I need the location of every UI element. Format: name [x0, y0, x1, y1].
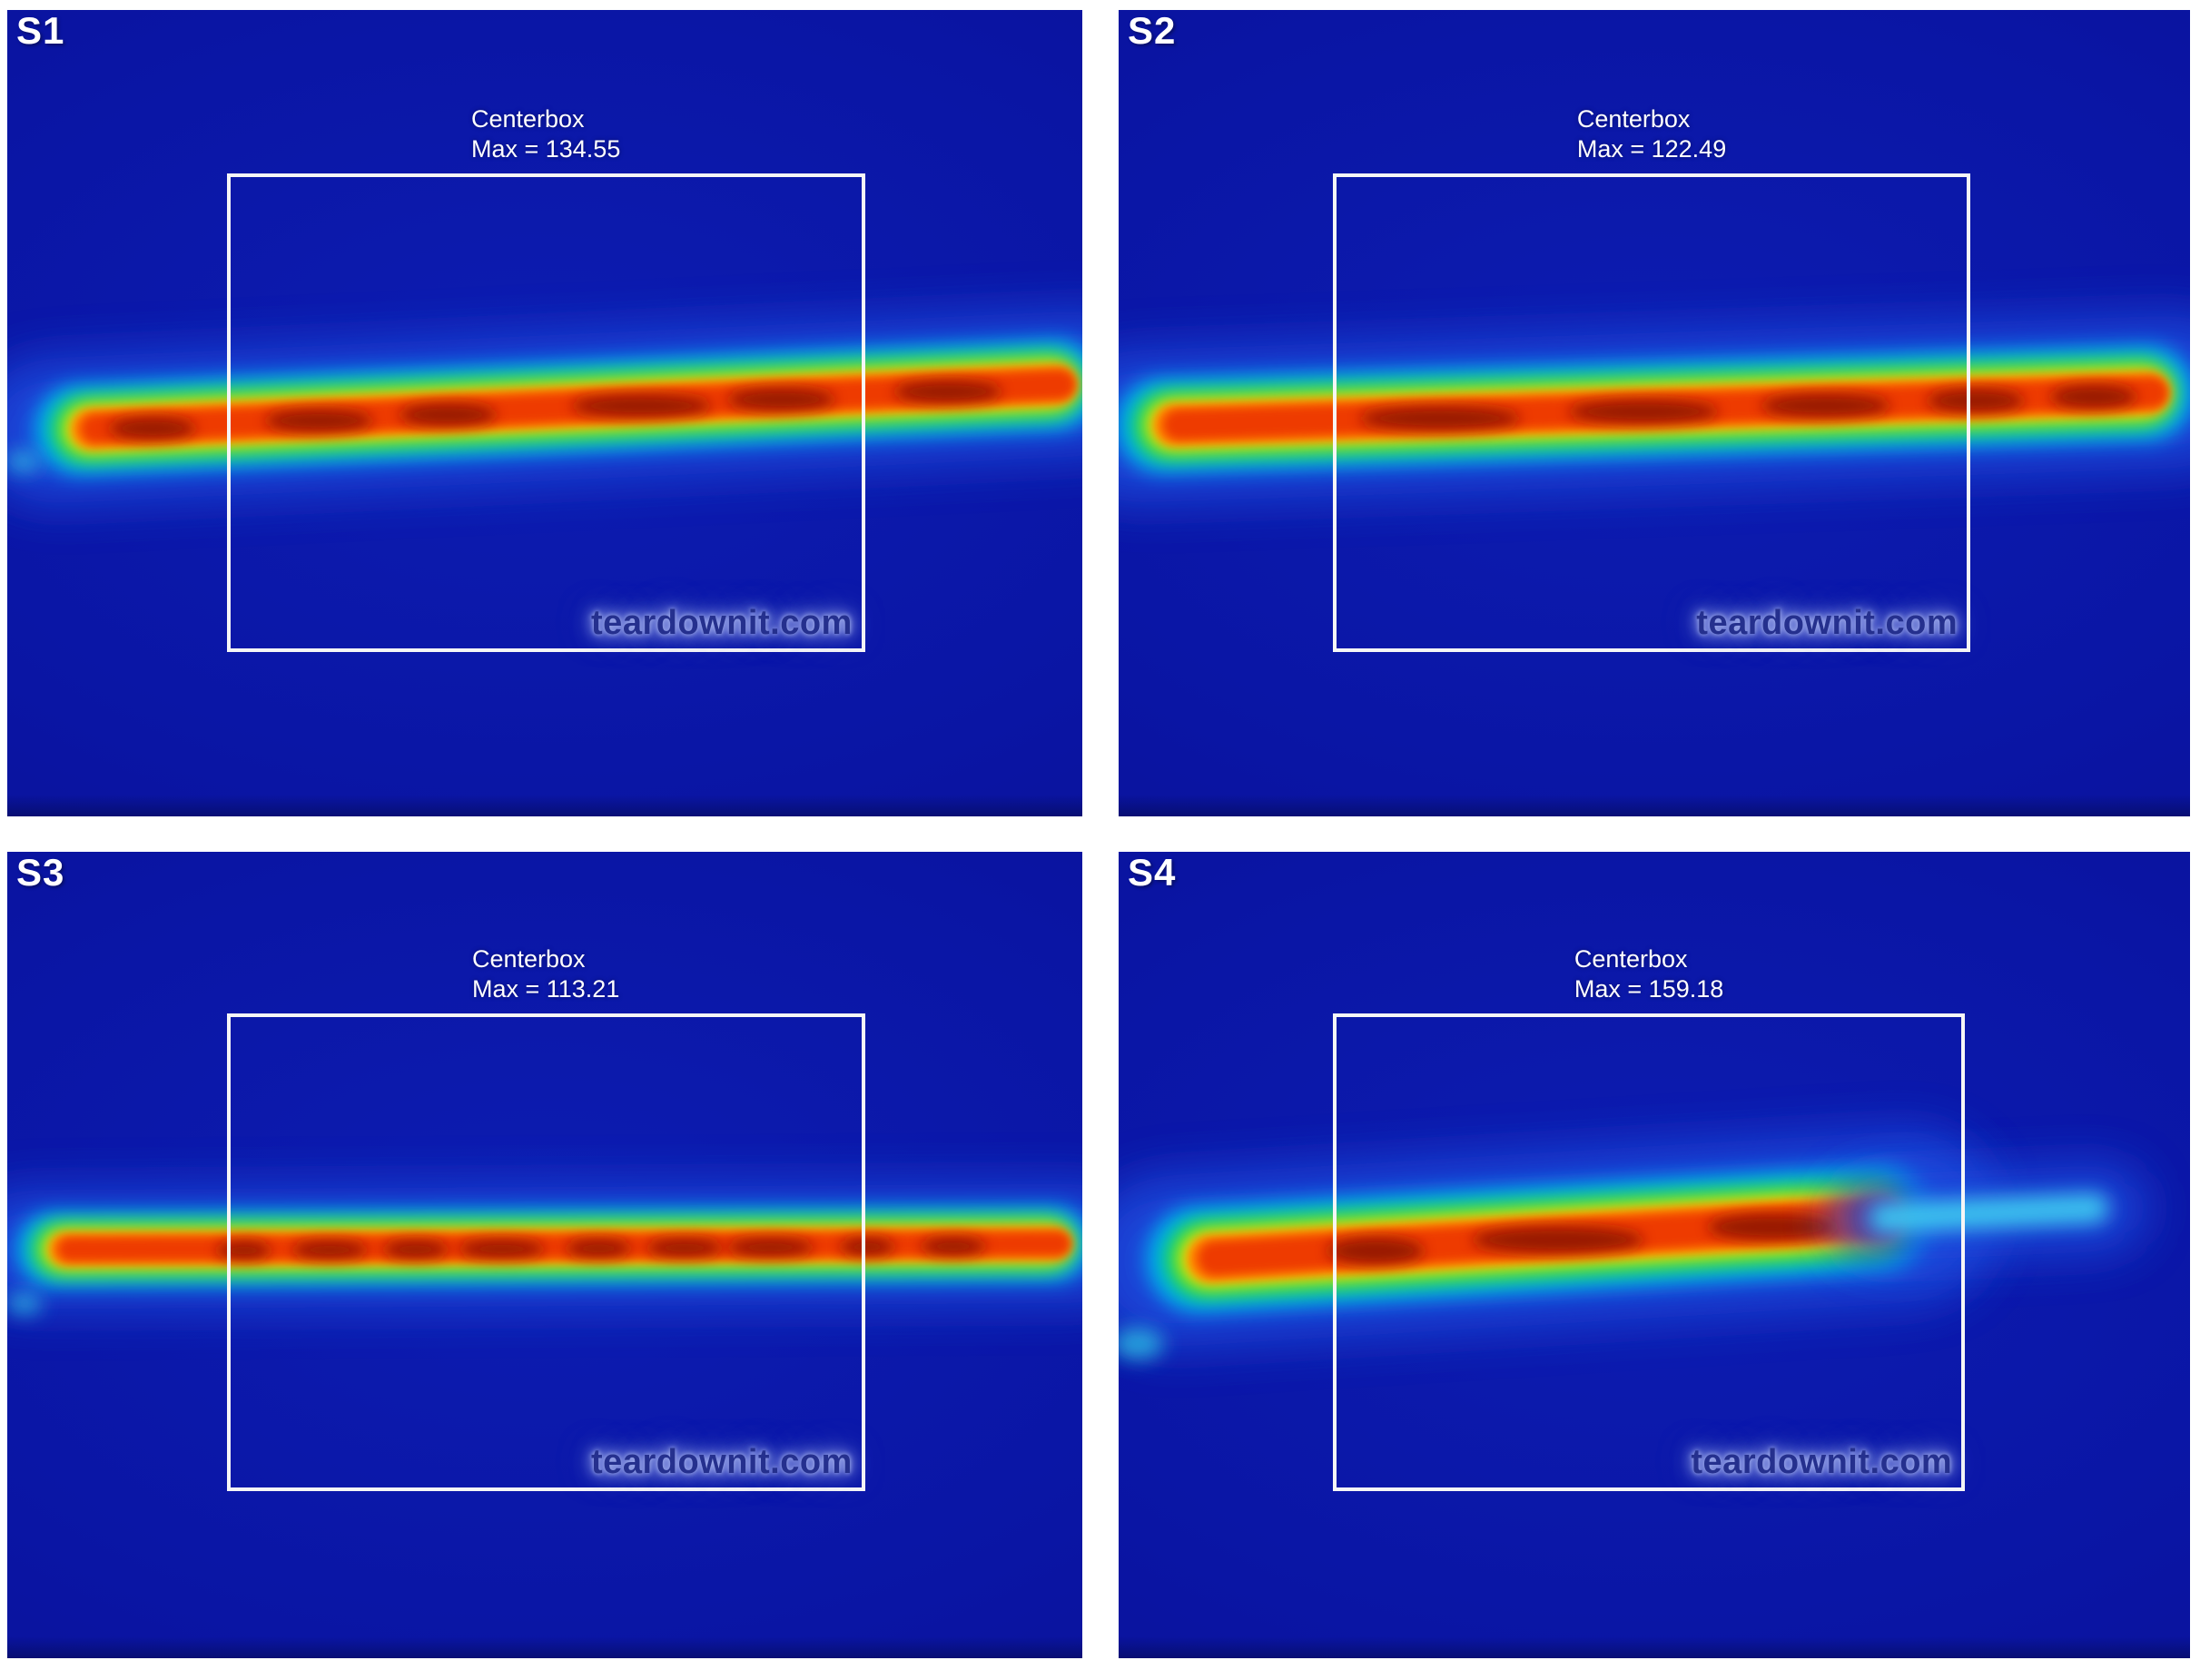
- watermark: teardownit.com: [591, 1443, 853, 1482]
- panel-id-label: S1: [16, 10, 65, 52]
- centerbox-roi: [226, 1013, 865, 1492]
- centerbox-roi: [1333, 173, 1971, 652]
- centerbox-roi: [226, 173, 865, 652]
- thermal-image: [7, 1183, 1082, 1315]
- thermal-panel-s3: Centerbox Max = 113.21 teardownit.com S3: [7, 852, 1082, 1658]
- panel-id-label: S2: [1128, 10, 1177, 52]
- panel-id-label: S3: [16, 852, 65, 894]
- watermark: teardownit.com: [591, 603, 853, 642]
- panel-id-label: S4: [1128, 852, 1177, 894]
- thermal-panel-s2: Centerbox Max = 122.49 teardownit.com S2: [1119, 10, 2190, 816]
- thermal-panel-s4: Centerbox Max = 159.18 teardownit.com S4: [1119, 852, 2190, 1658]
- thermal-image: [7, 311, 1082, 504]
- watermark: teardownit.com: [1691, 1443, 1953, 1482]
- thermal-image: [1119, 1131, 2147, 1360]
- watermark: teardownit.com: [1696, 603, 1958, 642]
- thermal-panel-s1: Centerbox Max = 134.55 teardownit.com S1: [7, 10, 1082, 816]
- centerbox-roi: [1333, 1013, 1966, 1492]
